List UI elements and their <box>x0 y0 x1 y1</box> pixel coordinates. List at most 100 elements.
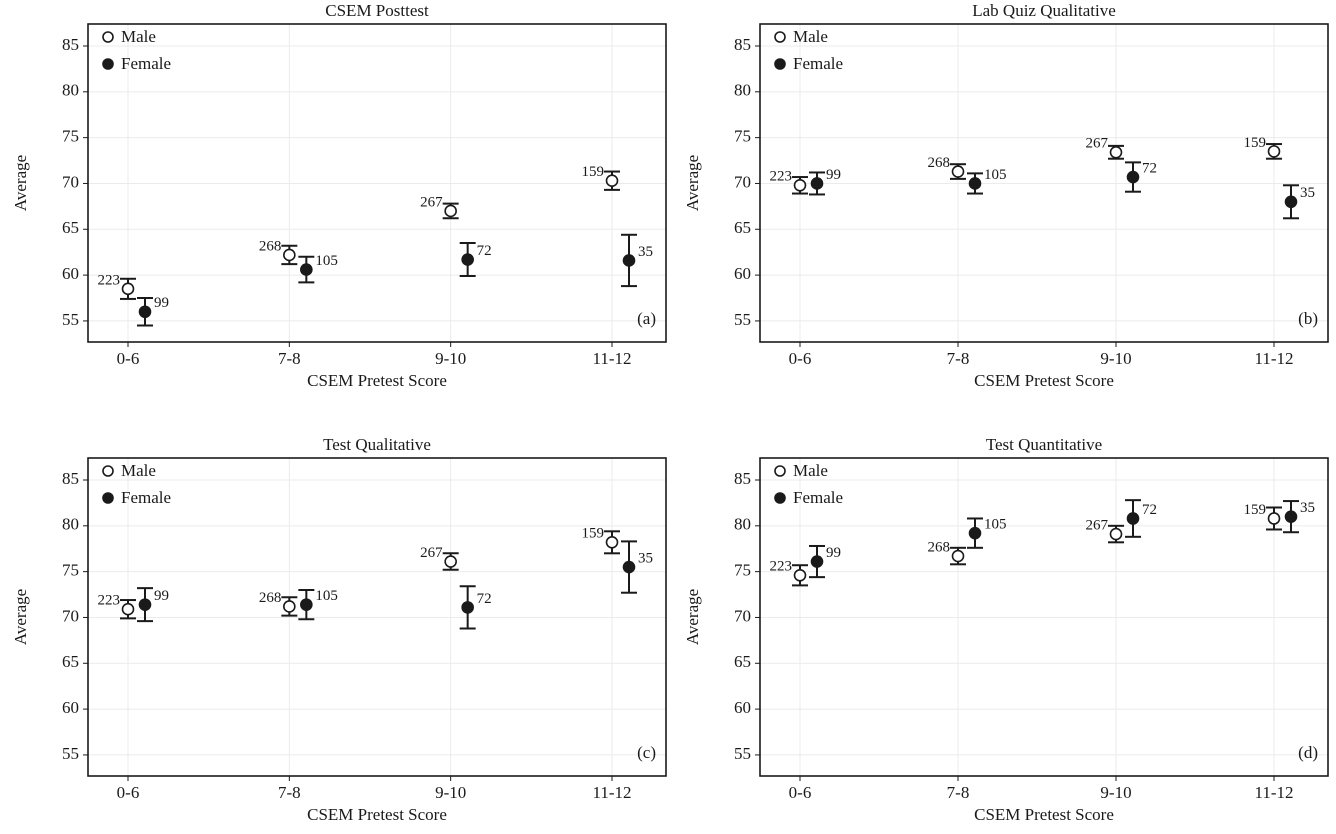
point <box>1109 145 1123 159</box>
y-tick-label: 60 <box>62 698 79 717</box>
y-tick-label: 55 <box>62 744 79 763</box>
point <box>300 598 313 611</box>
count-label: 159 <box>1244 502 1267 518</box>
point <box>968 177 982 190</box>
x-tick-label: 0-6 <box>789 783 812 802</box>
y-tick-label: 70 <box>62 172 79 191</box>
point <box>121 602 135 616</box>
y-tick-label: 75 <box>62 561 79 580</box>
point <box>283 600 296 613</box>
y-tick-label: 85 <box>734 469 751 488</box>
count-label: 268 <box>259 238 282 254</box>
legend-marker <box>774 492 786 504</box>
y-tick-label: 85 <box>62 35 79 54</box>
x-axis-label: CSEM Pretest Score <box>307 805 447 824</box>
x-tick-label: 0-6 <box>117 349 140 368</box>
count-label: 268 <box>928 539 951 555</box>
y-tick-label: 85 <box>734 35 751 54</box>
y-axis-label: Average <box>11 155 30 211</box>
y-tick-label: 80 <box>734 515 751 534</box>
y-tick-label: 55 <box>62 310 79 329</box>
legend-label: Male <box>121 461 156 480</box>
legend-marker <box>774 31 786 43</box>
legend-label: Female <box>793 488 843 507</box>
chart-title: Test Quantitative <box>986 435 1102 454</box>
y-tick-label: 60 <box>734 698 751 717</box>
count-label: 267 <box>420 194 443 210</box>
point <box>283 248 296 262</box>
panel-label: (a) <box>637 309 656 328</box>
count-label: 35 <box>638 550 653 566</box>
point <box>1126 512 1140 525</box>
y-tick-label: 85 <box>62 469 79 488</box>
count-label: 35 <box>1300 185 1315 201</box>
count-label: 223 <box>98 272 121 288</box>
point <box>793 178 807 192</box>
count-label: 223 <box>98 593 121 609</box>
count-label: 267 <box>420 545 443 561</box>
y-tick-label: 70 <box>734 172 751 191</box>
count-label: 72 <box>477 591 492 607</box>
legend-marker <box>102 58 114 70</box>
count-label: 35 <box>1300 500 1315 516</box>
point <box>605 174 619 188</box>
y-tick-label: 65 <box>62 218 79 237</box>
y-tick-label: 75 <box>734 127 751 146</box>
y-tick-label: 80 <box>62 81 79 100</box>
point <box>622 254 636 267</box>
count-label: 223 <box>770 169 793 185</box>
point <box>461 253 474 266</box>
point <box>461 601 474 614</box>
count-label: 35 <box>638 244 653 260</box>
point <box>444 555 457 568</box>
y-tick-label: 80 <box>62 515 79 534</box>
y-tick-label: 75 <box>734 561 751 580</box>
legend-marker <box>774 465 786 477</box>
x-tick-label: 11-12 <box>592 783 631 802</box>
legend-label: Male <box>793 461 828 480</box>
point <box>1126 170 1140 184</box>
point <box>1284 510 1298 523</box>
x-tick-label: 9-10 <box>1100 349 1131 368</box>
legend-label: Male <box>793 27 828 46</box>
x-tick-label: 9-10 <box>435 783 466 802</box>
point <box>300 263 313 276</box>
y-tick-label: 80 <box>734 81 751 100</box>
point <box>1267 145 1281 158</box>
legend-label: Male <box>121 27 156 46</box>
y-axis-label: Average <box>683 155 702 211</box>
x-axis-label: CSEM Pretest Score <box>307 371 447 390</box>
x-axis-label: CSEM Pretest Score <box>974 805 1114 824</box>
point <box>810 177 824 190</box>
panel-label: (d) <box>1298 743 1318 762</box>
y-tick-label: 55 <box>734 310 751 329</box>
y-tick-label: 65 <box>734 218 751 237</box>
legend-label: Female <box>121 488 171 507</box>
y-tick-label: 60 <box>734 264 751 283</box>
x-tick-label: 7-8 <box>947 349 970 368</box>
y-tick-label: 70 <box>734 606 751 625</box>
chart-title: Test Qualitative <box>323 435 431 454</box>
x-axis-label: CSEM Pretest Score <box>974 371 1114 390</box>
y-tick-label: 65 <box>62 652 79 671</box>
count-label: 99 <box>826 167 841 183</box>
y-tick-label: 60 <box>62 264 79 283</box>
legend-marker <box>102 492 114 504</box>
count-label: 223 <box>770 559 793 575</box>
x-tick-label: 0-6 <box>117 783 140 802</box>
point <box>138 598 152 611</box>
count-label: 99 <box>826 545 841 561</box>
x-tick-label: 9-10 <box>1100 783 1131 802</box>
y-tick-label: 55 <box>734 744 751 763</box>
x-tick-label: 0-6 <box>789 349 812 368</box>
legend-marker <box>774 58 786 70</box>
y-tick-label: 65 <box>734 652 751 671</box>
point <box>138 305 152 319</box>
y-tick-label: 70 <box>62 606 79 625</box>
x-tick-label: 11-12 <box>1254 349 1293 368</box>
point <box>622 560 636 574</box>
x-tick-label: 7-8 <box>278 783 301 802</box>
chart-title: Lab Quiz Qualitative <box>972 1 1116 20</box>
count-label: 268 <box>259 590 282 606</box>
